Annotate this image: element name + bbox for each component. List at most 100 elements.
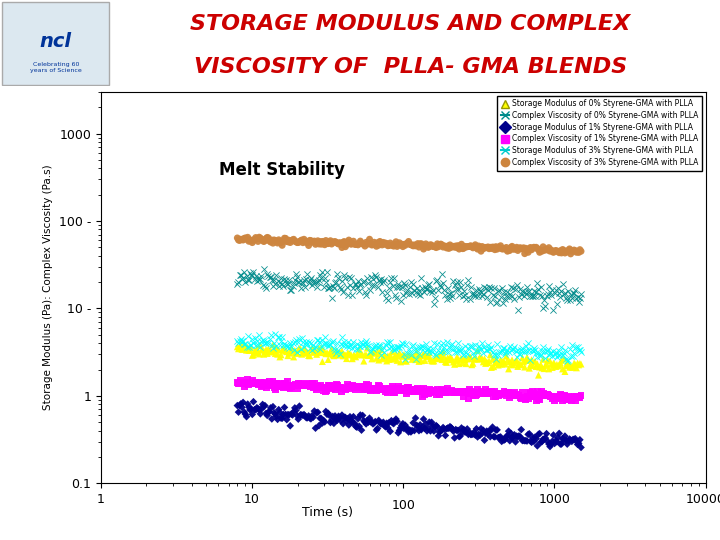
- Point: [397, 242, 409, 251]
- Point: [335, 416, 346, 425]
- Point: [448, 357, 459, 366]
- Point: [566, 396, 577, 404]
- Point: [232, 378, 243, 387]
- Point: [562, 248, 573, 256]
- Point: [338, 338, 350, 347]
- Point: [421, 241, 433, 250]
- Point: [235, 271, 246, 280]
- Point: [487, 348, 498, 356]
- Point: [512, 346, 523, 355]
- Point: [258, 381, 269, 390]
- Point: [240, 410, 251, 418]
- Point: [348, 342, 360, 350]
- Point: [286, 343, 297, 352]
- Point: [377, 241, 388, 249]
- Point: [271, 412, 282, 421]
- Point: [326, 240, 338, 248]
- Point: [431, 353, 443, 362]
- Point: [256, 405, 267, 414]
- Point: [379, 347, 390, 356]
- Point: [562, 359, 573, 368]
- Point: [459, 355, 471, 364]
- Point: [423, 242, 435, 251]
- Point: [366, 355, 377, 363]
- Point: [423, 418, 435, 427]
- Point: [425, 427, 436, 435]
- Point: [278, 340, 289, 349]
- Point: [354, 341, 365, 350]
- Point: [390, 350, 402, 359]
- Point: [506, 345, 518, 353]
- Point: [303, 411, 315, 420]
- Point: [296, 381, 307, 389]
- Point: [266, 341, 278, 349]
- Point: [539, 364, 550, 373]
- Point: [460, 388, 472, 396]
- Point: [570, 344, 581, 353]
- Point: [238, 382, 250, 390]
- Point: [467, 289, 479, 298]
- Point: [334, 350, 346, 359]
- Point: [383, 343, 395, 352]
- Point: [575, 247, 587, 255]
- Point: [366, 386, 377, 394]
- Point: [302, 379, 313, 388]
- Point: [454, 359, 465, 368]
- Point: [381, 289, 392, 298]
- Point: [441, 295, 452, 303]
- Point: [528, 390, 540, 399]
- Point: [369, 384, 380, 393]
- Point: [406, 289, 418, 298]
- Point: [549, 349, 560, 358]
- Point: [360, 337, 372, 346]
- Point: [317, 237, 328, 246]
- Point: [449, 434, 460, 442]
- Point: [300, 381, 312, 389]
- Point: [379, 422, 390, 430]
- Point: [387, 382, 398, 391]
- Point: [506, 242, 518, 251]
- Point: [302, 414, 313, 422]
- Point: [573, 393, 585, 401]
- Point: [294, 335, 305, 343]
- Point: [350, 280, 361, 288]
- Point: [474, 353, 485, 362]
- Text: Celebrating 60
years of Science: Celebrating 60 years of Science: [30, 62, 81, 73]
- Point: [562, 440, 573, 448]
- Text: STORAGE MODULUS AND COMPLEX: STORAGE MODULUS AND COMPLEX: [190, 14, 631, 34]
- Point: [379, 276, 390, 285]
- Point: [274, 379, 286, 388]
- Point: [418, 384, 429, 393]
- Point: [297, 279, 309, 288]
- Point: [321, 268, 333, 276]
- Point: [312, 382, 323, 390]
- Point: [352, 277, 364, 286]
- Point: [548, 431, 559, 440]
- Point: [255, 378, 266, 387]
- Point: [315, 341, 327, 350]
- Point: [320, 278, 332, 286]
- Point: [253, 276, 265, 285]
- Point: [505, 346, 517, 354]
- Point: [552, 433, 564, 442]
- Point: [414, 421, 426, 429]
- Point: [323, 349, 335, 358]
- Point: [232, 336, 243, 345]
- Point: [497, 357, 508, 366]
- Point: [481, 357, 492, 366]
- Point: [356, 426, 367, 435]
- Point: [253, 379, 265, 388]
- Point: [482, 389, 494, 398]
- Point: [469, 388, 480, 396]
- Point: [366, 241, 377, 249]
- Point: [554, 429, 565, 438]
- Point: [281, 237, 292, 246]
- Point: [425, 287, 436, 295]
- Point: [529, 357, 541, 366]
- Point: [292, 238, 304, 247]
- Point: [346, 340, 357, 349]
- Point: [411, 284, 423, 292]
- Point: [271, 380, 282, 388]
- Point: [282, 238, 294, 246]
- Point: [300, 414, 312, 422]
